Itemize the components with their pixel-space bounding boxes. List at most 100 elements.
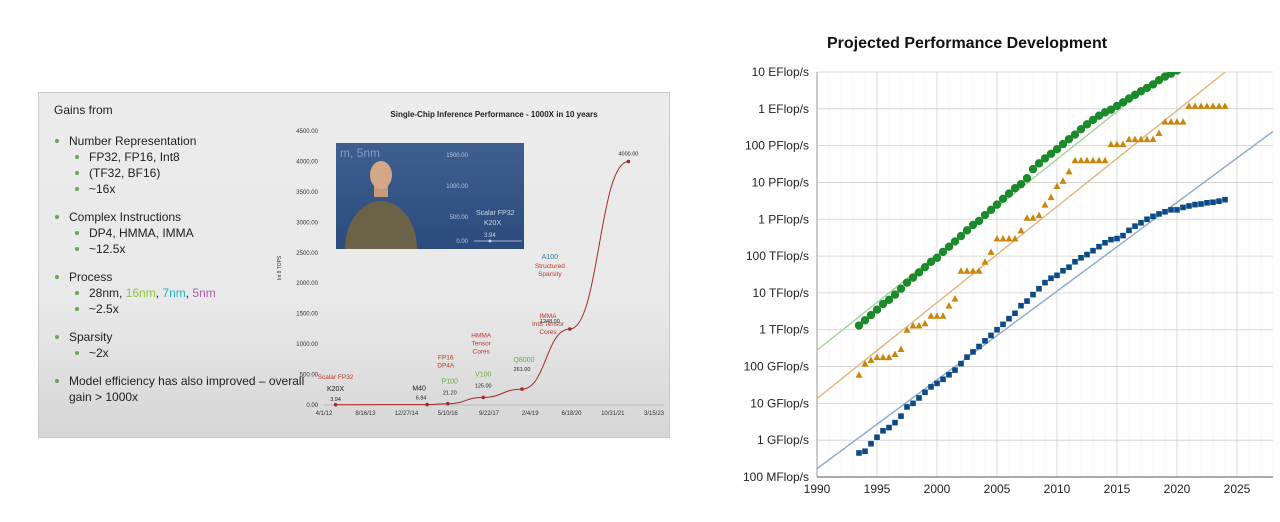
annotation-line: Cores [473, 348, 491, 355]
data-label: 1248.00 [540, 319, 560, 325]
data-point-triangle [933, 312, 941, 319]
data-point-circle [1046, 149, 1056, 159]
data-point-triangle [1083, 156, 1091, 164]
data-point-square [1012, 310, 1018, 317]
data-point-circle [1197, 51, 1205, 59]
data-point-triangle [1071, 156, 1079, 164]
annotation-label: HMMA Tensor Cores [471, 332, 492, 355]
y-tick-label: 3500.00 [296, 190, 318, 196]
data-point-circle [944, 242, 954, 251]
data-point-triangle [867, 356, 875, 364]
data-point-circle [854, 321, 864, 330]
data-point-circle [1166, 72, 1176, 78]
data-point-circle [1191, 54, 1199, 62]
data-point-circle [938, 247, 948, 257]
data-point-circle [1148, 80, 1158, 89]
data-point-square [862, 448, 868, 455]
data-point [333, 402, 338, 407]
x-tick-label: 2025 [1224, 482, 1251, 496]
data-point-square [1000, 321, 1006, 328]
x-tick-label: 9/22/17 [479, 411, 500, 417]
y-tick-label: 1000.00 [296, 342, 318, 348]
y-tick-label: 500.00 [300, 373, 319, 379]
process-node-text: , [185, 286, 193, 300]
y-tick-label: 10 GFlop/s [750, 396, 809, 410]
annotation-line: HMMA [471, 332, 492, 339]
data-point-square [1186, 203, 1192, 209]
data-point-circle [956, 231, 966, 241]
data-point-triangle [1209, 102, 1217, 109]
data-point-circle [986, 205, 996, 215]
annotation-line: DP4A [437, 363, 455, 370]
data-point-triangle [1197, 102, 1205, 109]
data-point-triangle [1095, 156, 1103, 164]
data-point-triangle [993, 235, 1001, 242]
data-point-triangle [1077, 156, 1085, 164]
sub-item: ~2.5x [69, 301, 309, 317]
data-point-triangle [879, 353, 887, 361]
data-point-circle [974, 216, 984, 226]
data-point-square [1018, 302, 1024, 309]
data-point-circle [968, 220, 978, 230]
sub-item-process-nodes: 28nm, 16nm, 7nm, 5nm [69, 285, 309, 301]
data-point-circle [1058, 139, 1068, 149]
data-point-square [922, 389, 928, 396]
data-point-triangle [1101, 156, 1109, 164]
data-point-circle [1010, 183, 1020, 193]
data-point-square [934, 380, 940, 387]
y-tick-label: 100 GFlop/s [744, 360, 809, 374]
data-point-square [1102, 239, 1108, 246]
data-point-square [988, 332, 994, 339]
inset-gpu-label: K20X [484, 220, 501, 227]
sub-item: ~12.5x [69, 241, 309, 257]
speaker-body [345, 201, 417, 249]
data-point-square [1060, 267, 1066, 274]
data-point-square [1174, 207, 1180, 213]
data-point-square [1084, 251, 1090, 258]
process-node-text: 28nm, [89, 286, 126, 300]
data-point-square [1096, 243, 1102, 250]
x-tick-label: 2/4/19 [522, 411, 539, 417]
speaker-head [370, 161, 392, 189]
y-tick-label: 100 PFlop/s [745, 139, 809, 153]
inset-tick-label: 500.00 [450, 215, 469, 221]
list-item-label: Model efficiency has also improved – ove… [69, 374, 305, 404]
data-point-square [1066, 264, 1072, 270]
data-point-triangle [909, 322, 917, 329]
annotation-line: Tensor [471, 340, 491, 347]
data-point-square [916, 395, 922, 401]
gains-list: Number Representation FP32, FP16, Int8 (… [54, 133, 309, 405]
data-point-circle [872, 305, 882, 314]
process-node-text: , [155, 286, 163, 300]
gpu-label: Q8000 [513, 357, 534, 364]
data-point-circle [1124, 94, 1134, 103]
data-label: 21.20 [443, 391, 457, 397]
list-item-label: Complex Instructions [69, 210, 182, 224]
list-item: Complex Instructions DP4, HMMA, IMMA ~12… [54, 209, 309, 257]
data-point-square [898, 413, 904, 419]
projected-performance-chart: Projected Performance Development 100 MFl… [743, 35, 1274, 496]
data-point-triangle [1065, 167, 1073, 175]
data-point-square [1204, 200, 1210, 206]
data-point-triangle [1107, 140, 1115, 148]
annotation-line: Cores [539, 329, 557, 336]
data-point-square [1036, 285, 1042, 292]
data-point-square [958, 360, 964, 367]
data-point-circle [860, 316, 870, 325]
data-point-square [892, 419, 898, 426]
data-point-circle [920, 262, 930, 272]
data-point-square [1030, 291, 1036, 298]
data-point-triangle [897, 345, 905, 352]
data-point-circle [1088, 115, 1098, 125]
data-point-square [1168, 207, 1174, 213]
sub-item: ~2x [69, 345, 309, 361]
x-tick-label: 8/16/13 [355, 411, 376, 417]
data-point-triangle [1029, 214, 1037, 221]
data-point-circle [1185, 58, 1193, 66]
annotation-line: Int8 Tensor [532, 321, 565, 328]
data-point [520, 387, 524, 391]
data-point-triangle [1047, 193, 1055, 201]
data-point-square [982, 338, 988, 344]
data-point-triangle [873, 353, 881, 361]
data-point-circle [1028, 164, 1038, 174]
